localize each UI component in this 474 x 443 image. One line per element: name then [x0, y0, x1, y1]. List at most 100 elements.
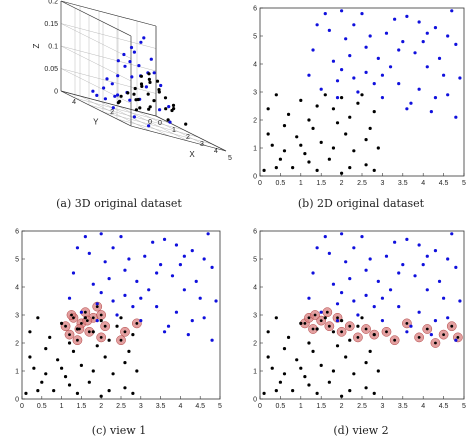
- blue-point: [311, 48, 315, 52]
- blue-point: [139, 40, 143, 44]
- x-tick-label: 5: [462, 403, 466, 410]
- blue-point: [335, 302, 340, 306]
- black-point: [134, 98, 138, 102]
- blue-point: [315, 246, 319, 250]
- caption-d: (d) view 2: [333, 424, 389, 437]
- blue-point: [429, 110, 433, 114]
- blue-point: [458, 299, 462, 303]
- scatter-2d-original: 0 0.5 1 1.5 2 2.5 3 3.5 4 4.5 5 0 1 2 3 4 5 6: [253, 6, 466, 188]
- x-tick-label: 2: [186, 134, 190, 141]
- blue-point: [214, 299, 218, 303]
- black-point: [368, 126, 372, 130]
- black-point: [282, 372, 287, 376]
- x-tick-label: 5: [218, 403, 222, 410]
- plot-frame: [259, 230, 465, 400]
- blue-point: [393, 17, 397, 21]
- blue-point: [149, 57, 153, 61]
- black-point: [331, 146, 336, 150]
- blue-point: [429, 333, 433, 337]
- black-point: [364, 361, 368, 365]
- panel-3d-original: 0 1 2 3 4 5 0 2 4 0 0.05 0.1 0.15 0.2 X Y Z: [6, 0, 232, 186]
- blue-point: [131, 305, 135, 309]
- y-tick-label: 5: [253, 257, 257, 264]
- grid-line: [60, 68, 132, 104]
- black-point: [307, 118, 311, 122]
- z-tick-label: 0.15: [44, 21, 58, 28]
- x-tick-label: 0: [258, 180, 262, 187]
- blue-point: [139, 319, 143, 323]
- blue-point: [139, 296, 143, 300]
- black-point: [307, 160, 311, 164]
- black-point: [164, 107, 168, 111]
- blue-point: [450, 232, 454, 236]
- black-point: [323, 93, 327, 97]
- highlighted-point: [64, 324, 67, 328]
- plot-frame: [259, 7, 465, 177]
- blue-point: [348, 277, 352, 281]
- blue-point: [433, 249, 438, 253]
- blue-point: [450, 9, 454, 13]
- blue-point: [397, 82, 401, 86]
- black-point: [32, 366, 36, 370]
- black-point: [319, 363, 323, 367]
- x-tick-label: 2.5: [116, 403, 126, 410]
- highlighted-point: [313, 313, 317, 317]
- black-point: [172, 107, 176, 111]
- black-point: [274, 316, 278, 320]
- black-point: [24, 391, 28, 395]
- highlighted-point: [99, 336, 103, 339]
- caption-a: (a) 3D original dataset: [56, 197, 182, 210]
- black-point: [91, 330, 95, 334]
- blue-point: [421, 40, 425, 44]
- blue-point: [71, 271, 76, 275]
- highlighted-point: [393, 338, 397, 342]
- blue-point: [442, 73, 446, 77]
- black-point: [75, 391, 80, 395]
- highlighted-point: [434, 341, 437, 345]
- blue-point: [103, 260, 107, 264]
- blue-point: [384, 31, 389, 35]
- blue-point: [95, 93, 99, 97]
- highlighted-point: [336, 316, 339, 320]
- grid-line: [60, 45, 157, 72]
- blue-point: [315, 23, 319, 27]
- blue-point: [167, 105, 171, 109]
- black-point: [60, 321, 64, 325]
- blue-point: [119, 235, 123, 239]
- blue-point: [115, 313, 119, 317]
- blue-point: [388, 65, 393, 69]
- black-point: [60, 366, 64, 370]
- blue-point: [413, 274, 417, 278]
- x-tick-label: 3: [380, 403, 384, 410]
- black-point: [327, 157, 331, 161]
- black-point: [319, 140, 323, 144]
- x-tick-label: 1: [60, 403, 64, 410]
- black-point: [356, 101, 360, 105]
- blue-point: [421, 263, 425, 267]
- z-tick-label: 0.1: [48, 44, 58, 51]
- box-edge: [60, 0, 157, 27]
- black-point: [274, 93, 278, 97]
- black-point: [91, 369, 95, 373]
- black-point: [282, 124, 287, 128]
- black-point: [270, 143, 274, 147]
- black-point: [352, 372, 356, 376]
- highlighted-point: [303, 322, 307, 325]
- blue-point: [67, 296, 72, 300]
- black-point: [315, 327, 319, 331]
- blue-point: [147, 288, 151, 292]
- blue-point: [356, 90, 360, 94]
- x-tick-label: 2: [99, 403, 103, 410]
- black-point: [331, 330, 336, 334]
- black-point: [44, 347, 48, 351]
- black-point: [146, 92, 150, 96]
- highlighted-point: [85, 319, 89, 322]
- blue-point: [151, 240, 155, 244]
- y-tick-label: 0: [148, 119, 152, 126]
- black-point: [372, 110, 376, 114]
- blue-point: [155, 271, 159, 275]
- blue-point: [122, 52, 126, 57]
- black-point: [119, 316, 123, 320]
- blue-point: [198, 296, 202, 300]
- grid-line: [117, 105, 189, 142]
